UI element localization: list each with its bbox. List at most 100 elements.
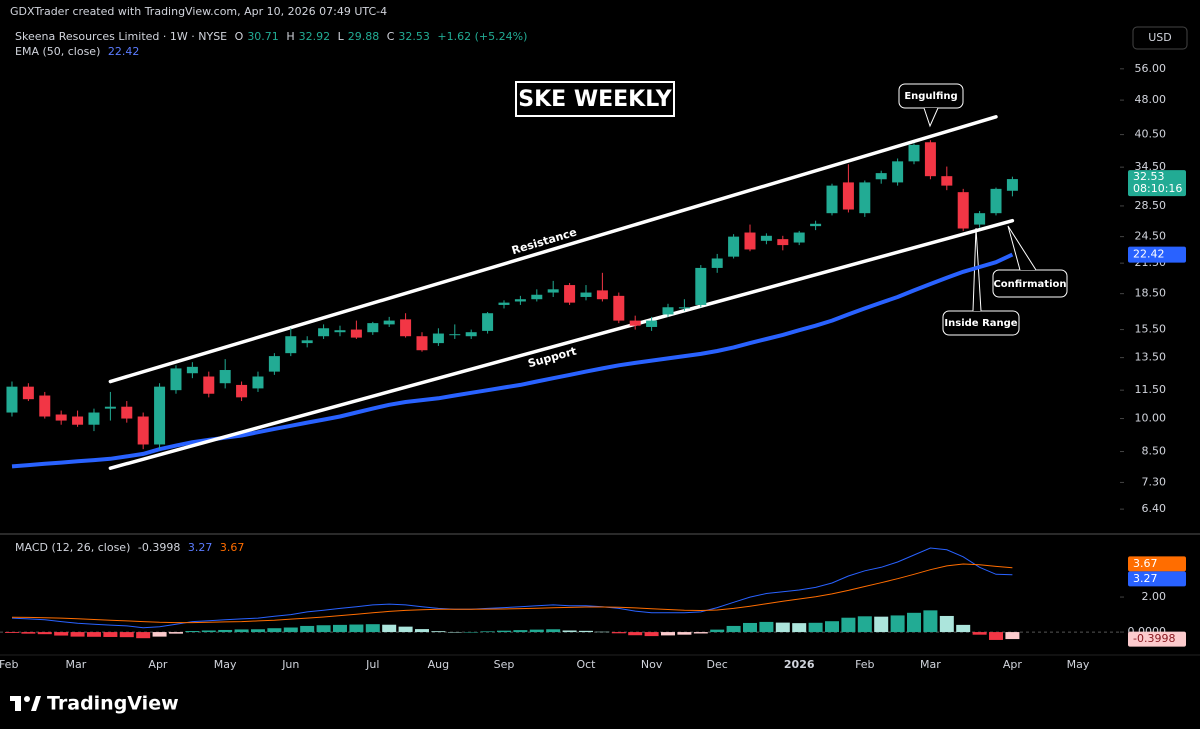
candle-body [416, 336, 428, 351]
macd-value: 3.27 [187, 541, 213, 554]
candle-body [334, 330, 346, 333]
candle-body [88, 412, 100, 425]
histogram-bar [119, 632, 134, 638]
candle-body [793, 232, 805, 243]
macd-name: MACD (12, 26, close) [15, 541, 131, 554]
candle-body [990, 188, 1002, 214]
histogram-bar [332, 624, 347, 633]
histogram-bar [4, 632, 19, 633]
candle-body [859, 182, 871, 214]
histogram-bar [907, 612, 922, 633]
x-tick-label: Mar [66, 658, 87, 671]
candle-body [432, 333, 444, 344]
histogram-bar [939, 615, 954, 633]
histogram-bar [398, 626, 413, 633]
ohlc-value: 30.71 [247, 30, 279, 43]
candle-body [678, 307, 690, 309]
histogram-bar [743, 622, 758, 633]
candle-body [301, 340, 313, 344]
histogram-bar [414, 629, 429, 633]
x-tick-label: May [1067, 658, 1090, 671]
candle-body [760, 235, 772, 241]
histogram-bar [201, 630, 216, 633]
ema-name: EMA (50, close) [15, 45, 101, 58]
candle-body [268, 356, 280, 372]
y-tick-label: 56.00 [1135, 62, 1167, 75]
histogram-bar [546, 629, 561, 633]
candle-body [6, 386, 18, 413]
histogram-bar [857, 616, 872, 633]
histogram-bar [529, 629, 544, 633]
histogram-bar [21, 632, 36, 634]
histogram-value: -0.3998 [137, 541, 181, 554]
ema-line [11, 252, 1014, 469]
price-badge-label: 32.53 [1133, 170, 1165, 183]
histogram-bar [693, 632, 708, 634]
histogram-bar [464, 632, 479, 633]
x-tick-label: Jul [365, 658, 379, 671]
change: +1.62 (+5.24%) [437, 30, 528, 43]
countdown: 08:10:16 [1133, 182, 1182, 195]
histogram-bar [660, 632, 675, 636]
y-tick-label: 15.50 [1135, 323, 1167, 336]
candle-body [777, 239, 789, 246]
candle-body [564, 285, 576, 303]
candle-body [514, 299, 526, 302]
candle-body [350, 329, 362, 338]
histogram-bar [283, 627, 298, 633]
y-tick-label: 40.50 [1135, 128, 1167, 141]
candle-body [236, 384, 248, 398]
histogram-bar [890, 615, 905, 633]
candle-body [580, 292, 592, 297]
x-tick-label: Sep [494, 658, 515, 671]
credit: GDXTrader created with TradingView.com, … [10, 5, 387, 18]
candle-body [842, 182, 854, 210]
histogram-bar [218, 629, 233, 633]
y-tick-label: 11.50 [1135, 383, 1167, 396]
candle-body [908, 144, 920, 162]
candle-body [383, 320, 395, 325]
histogram-badge [1128, 631, 1186, 647]
ema-legend: EMA (50, close) 22.42 [15, 45, 143, 58]
candle-body [613, 295, 625, 321]
ohlc-value: 29.88 [347, 30, 380, 43]
histogram-bar [1005, 632, 1020, 640]
candle-body [367, 323, 379, 333]
candle-body [186, 366, 198, 374]
chart-title: SKE WEEKLY [518, 87, 673, 112]
candle-body [826, 185, 838, 214]
histogram-bar [316, 625, 331, 633]
x-tick-label: Mar [920, 658, 941, 671]
brand: TradingView [47, 693, 179, 715]
y-tick-label: 48.00 [1135, 93, 1167, 106]
signal-badge-label: 3.67 [1133, 557, 1158, 570]
candle-body [810, 223, 822, 227]
candle-body [121, 406, 133, 419]
x-tick-label: 2026 [784, 658, 815, 671]
candle-body [629, 320, 641, 326]
candle-body [646, 320, 658, 327]
histogram-badge-label: -0.3998 [1133, 632, 1175, 645]
histogram-bar [972, 632, 987, 635]
histogram-bar [808, 622, 823, 633]
ohlc-key: H [286, 30, 295, 43]
histogram-bar [923, 610, 938, 633]
candle-body [498, 302, 510, 305]
ohlc-key: O [234, 30, 244, 43]
candle-body [137, 416, 149, 445]
candle-body [728, 236, 740, 257]
candle-body [875, 173, 887, 180]
histogram-bar [726, 625, 741, 633]
histogram-bar [644, 632, 659, 637]
candle-body [547, 289, 559, 293]
histogram-bar [136, 632, 151, 639]
histogram-bar [775, 622, 790, 633]
candle-body [318, 328, 330, 337]
candle-body [170, 368, 182, 391]
histogram-bar [628, 632, 643, 636]
candle-body [711, 258, 723, 268]
histogram-bar [595, 631, 610, 633]
currency[interactable]: USD [1148, 31, 1172, 44]
currency-box[interactable] [1132, 26, 1188, 50]
